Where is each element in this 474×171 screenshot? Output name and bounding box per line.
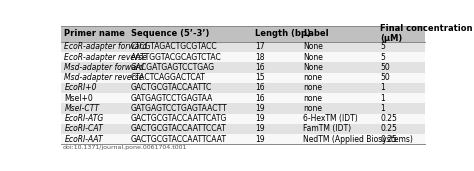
Text: GATGAGTCCTGAGTAACTT: GATGAGTCCTGAGTAACTT xyxy=(130,104,227,113)
Text: 19: 19 xyxy=(255,114,265,123)
Text: none: none xyxy=(303,73,322,82)
Text: 18: 18 xyxy=(255,53,265,62)
Text: 6-HexTM (IDT): 6-HexTM (IDT) xyxy=(303,114,358,123)
Text: GATGAGTCCTGAGTAA: GATGAGTCCTGAGTAA xyxy=(130,94,213,103)
Text: 0.25: 0.25 xyxy=(380,124,397,133)
Bar xyxy=(61,42,425,52)
Bar xyxy=(61,103,425,114)
Text: GACTGCGTACCAATTCCAT: GACTGCGTACCAATTCCAT xyxy=(130,124,226,133)
Text: 19: 19 xyxy=(255,104,265,113)
Bar xyxy=(61,52,425,62)
Text: None: None xyxy=(303,63,323,72)
Text: 15: 15 xyxy=(255,73,265,82)
Text: 16: 16 xyxy=(255,83,265,92)
Text: EcoRI-AAT: EcoRI-AAT xyxy=(64,135,103,144)
Text: 16: 16 xyxy=(255,63,265,72)
Text: none: none xyxy=(303,94,322,103)
Bar xyxy=(61,93,425,103)
Text: EcoRI-CAT: EcoRI-CAT xyxy=(64,124,103,133)
Bar xyxy=(61,26,425,42)
Text: None: None xyxy=(303,42,323,51)
Text: MseI-CTT: MseI-CTT xyxy=(64,104,100,113)
Text: GACTGCGTACCAATTCATG: GACTGCGTACCAATTCATG xyxy=(130,114,227,123)
Text: 16: 16 xyxy=(255,94,265,103)
Text: EcoR-adapter forward: EcoR-adapter forward xyxy=(64,42,147,51)
Text: GACGATGAGTCCTGAG: GACGATGAGTCCTGAG xyxy=(130,63,215,72)
Bar xyxy=(61,114,425,124)
Text: 19: 19 xyxy=(255,124,265,133)
Bar xyxy=(61,83,425,93)
Text: 5: 5 xyxy=(380,53,385,62)
Text: doi:10.1371/journal.pone.0061704.t001: doi:10.1371/journal.pone.0061704.t001 xyxy=(63,144,187,150)
Text: Length (bp): Length (bp) xyxy=(255,29,311,38)
Text: CTACTCAGGACTCAT: CTACTCAGGACTCAT xyxy=(130,73,205,82)
Text: 5: 5 xyxy=(380,42,385,51)
Text: 1: 1 xyxy=(380,83,385,92)
Text: 1: 1 xyxy=(380,104,385,113)
Text: None: None xyxy=(303,53,323,62)
Text: GACTGCGTACCAATTCAAT: GACTGCGTACCAATTCAAT xyxy=(130,135,227,144)
Text: Msd-adapter forward: Msd-adapter forward xyxy=(64,63,144,72)
Bar xyxy=(61,134,425,144)
Text: none: none xyxy=(303,104,322,113)
Text: Primer name: Primer name xyxy=(64,29,125,38)
Text: EcoRI+0: EcoRI+0 xyxy=(64,83,97,92)
Text: EcoRI-ATG: EcoRI-ATG xyxy=(64,114,104,123)
Text: 0.25: 0.25 xyxy=(380,135,397,144)
Text: 19: 19 xyxy=(255,135,265,144)
Bar xyxy=(61,62,425,73)
Text: 0.25: 0.25 xyxy=(380,114,397,123)
Text: GACTGCGTACCAATTC: GACTGCGTACCAATTC xyxy=(130,83,212,92)
Bar xyxy=(61,124,425,134)
Text: none: none xyxy=(303,83,322,92)
Text: NedTM (Applied Biosystems): NedTM (Applied Biosystems) xyxy=(303,135,413,144)
Text: EcoR-adapter reverse: EcoR-adapter reverse xyxy=(64,53,147,62)
Text: FamTM (IDT): FamTM (IDT) xyxy=(303,124,351,133)
Text: Sequence (5’-3’): Sequence (5’-3’) xyxy=(130,29,209,38)
Text: 50: 50 xyxy=(380,73,390,82)
Text: 50: 50 xyxy=(380,63,390,72)
Text: 17: 17 xyxy=(255,42,265,51)
Text: 1: 1 xyxy=(380,94,385,103)
Text: Label: Label xyxy=(303,29,329,38)
Bar xyxy=(61,73,425,83)
Text: Msd-adapter reverse: Msd-adapter reverse xyxy=(64,73,144,82)
Text: MseI+0: MseI+0 xyxy=(64,94,93,103)
Text: CTCGTAGACTGCGTACC: CTCGTAGACTGCGTACC xyxy=(130,42,217,51)
Text: AATTGGTACGCAGTCTAC: AATTGGTACGCAGTCTAC xyxy=(130,53,221,62)
Text: Final concentration
(μM): Final concentration (μM) xyxy=(380,24,473,43)
